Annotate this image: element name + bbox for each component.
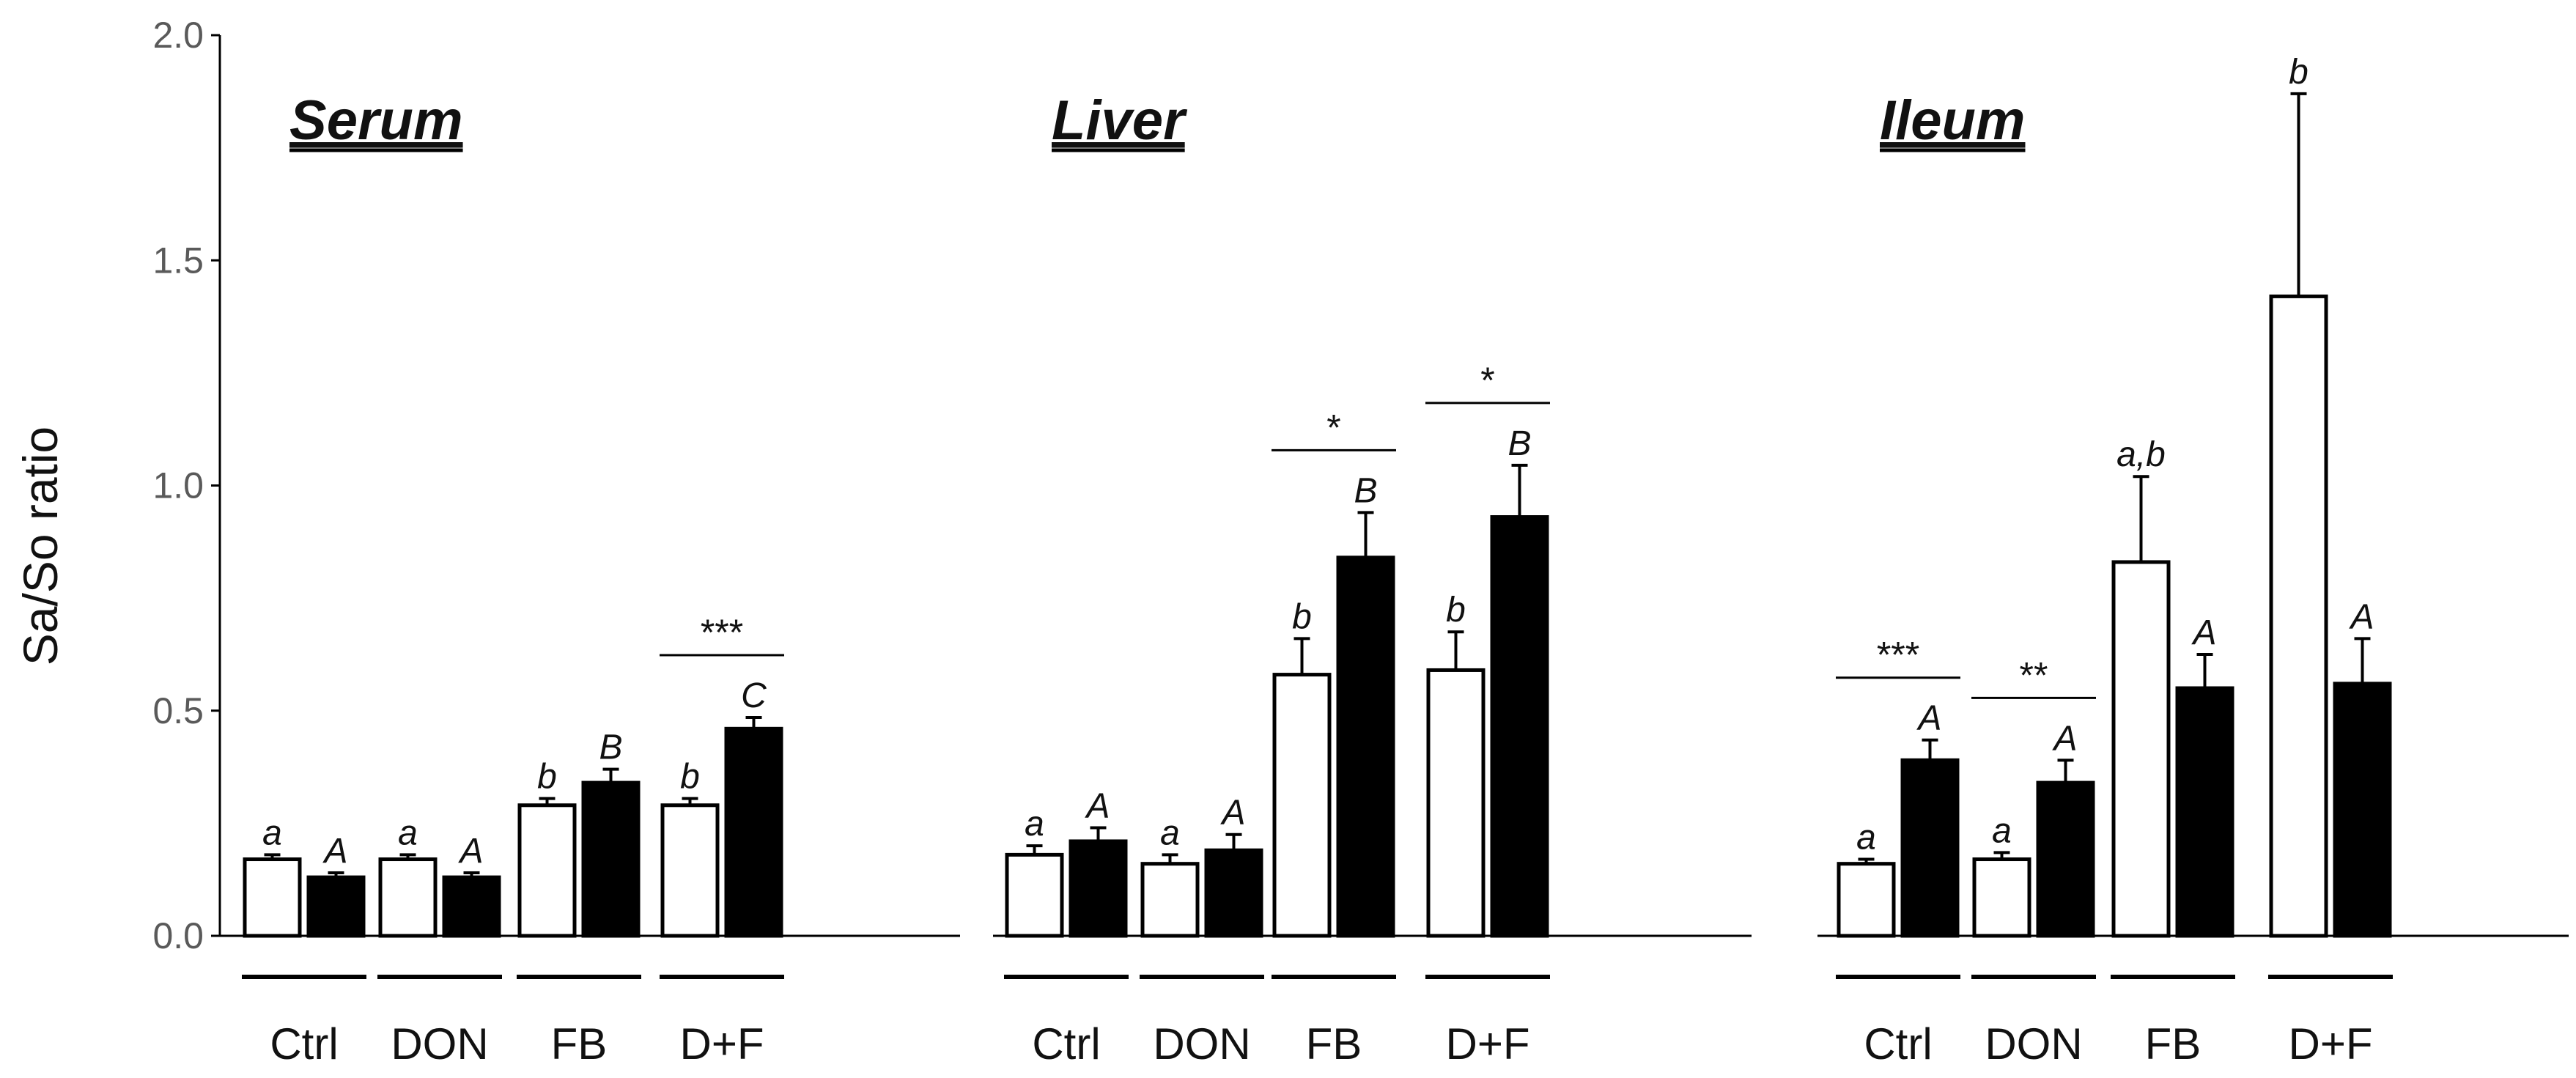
significance-letter: a bbox=[1025, 805, 1044, 843]
significance-letter: b bbox=[537, 758, 557, 797]
significance-letter: a bbox=[398, 813, 418, 852]
group-Ctrl: a A Ctrl bbox=[242, 813, 366, 1068]
x-tick-label: FB bbox=[551, 1019, 608, 1068]
bar-filled bbox=[2036, 780, 2095, 938]
bar-open bbox=[1272, 673, 1332, 938]
x-tick-label: DON bbox=[1985, 1019, 2082, 1068]
significance-stars: * bbox=[1480, 360, 1494, 401]
group-DON: a A** DON bbox=[1971, 654, 2096, 1068]
bar-filled bbox=[1069, 839, 1128, 938]
bar-filled bbox=[2333, 682, 2392, 938]
bar-open bbox=[2269, 294, 2328, 938]
significance-letter: B bbox=[599, 728, 622, 767]
bar-filled bbox=[1900, 758, 1960, 938]
significance-stars: * bbox=[1326, 407, 1340, 448]
bar-open bbox=[1005, 852, 1064, 938]
bar-filled bbox=[1490, 515, 1549, 938]
group-DON: aA DON bbox=[1140, 794, 1264, 1068]
significance-letter: a bbox=[1856, 819, 1876, 857]
significance-letter: A bbox=[322, 832, 347, 871]
bar-open bbox=[517, 803, 577, 938]
significance-letter: A bbox=[2348, 597, 2374, 636]
panel-title: Serum bbox=[289, 89, 463, 152]
bar-filled bbox=[2175, 686, 2234, 938]
y-axis-label: Sa/So ratio bbox=[13, 427, 67, 666]
x-tick-label: D+F bbox=[1445, 1019, 1529, 1068]
significance-letter: b bbox=[1292, 597, 1312, 636]
significance-letter: b bbox=[1446, 591, 1466, 630]
panel-title: Liver bbox=[1052, 89, 1188, 152]
bar-open bbox=[378, 857, 438, 938]
bar-open bbox=[1972, 857, 2031, 938]
group-D+F: b B * D+F bbox=[1425, 360, 1550, 1068]
y-tick-label: 0.0 bbox=[152, 915, 204, 956]
y-tick-label: 1.5 bbox=[152, 240, 204, 281]
bar-filled bbox=[442, 875, 501, 938]
significance-stars: *** bbox=[1877, 635, 1919, 676]
significance-letter: a bbox=[1992, 811, 2012, 850]
x-tick-label: Ctrl bbox=[270, 1019, 338, 1068]
group-Ctrl: a A Ctrl bbox=[1004, 787, 1129, 1068]
significance-letter: a bbox=[262, 813, 282, 852]
bar-filled bbox=[581, 780, 641, 938]
x-tick-label: D+F bbox=[2288, 1019, 2372, 1068]
group-D+F: b A D+F bbox=[2268, 53, 2393, 1068]
x-tick-label: DON bbox=[391, 1019, 488, 1068]
y-tick-label: 2.0 bbox=[152, 15, 204, 56]
significance-letter: a bbox=[1160, 813, 1180, 852]
group-FB: a,b A FB bbox=[2111, 435, 2235, 1068]
significance-letter: b bbox=[680, 758, 700, 797]
group-FB: b B * FB bbox=[1272, 407, 1396, 1068]
significance-letter: B bbox=[1354, 471, 1377, 510]
y-axis: 0.0 0.5 1.0 1.5 2.0 bbox=[152, 15, 221, 956]
significance-letter: A bbox=[1219, 794, 1245, 833]
bar-open bbox=[2111, 560, 2171, 938]
x-tick-label: D+F bbox=[679, 1019, 764, 1068]
significance-letter: A bbox=[1084, 787, 1110, 826]
bar-open bbox=[1140, 862, 1200, 938]
bar-open bbox=[660, 803, 720, 938]
group-FB: b B FB bbox=[517, 728, 641, 1068]
significance-letter: A bbox=[1916, 699, 1941, 738]
bar-open bbox=[1837, 862, 1896, 938]
y-tick-label: 1.0 bbox=[152, 465, 204, 506]
significance-letter: B bbox=[1507, 424, 1531, 463]
significance-letter: A bbox=[2051, 719, 2077, 758]
significance-letter: A bbox=[457, 832, 483, 871]
significance-letter: C bbox=[741, 676, 767, 715]
x-tick-label: Ctrl bbox=[1864, 1019, 1932, 1068]
group-D+F: b C *** D+F bbox=[660, 612, 784, 1068]
bar-filled bbox=[306, 875, 366, 938]
group-Ctrl: a A *** Ctrl bbox=[1836, 635, 1960, 1068]
x-tick-label: DON bbox=[1153, 1019, 1250, 1068]
bar-filled bbox=[1336, 555, 1395, 938]
significance-stars: *** bbox=[701, 612, 743, 653]
x-tick-label: FB bbox=[1306, 1019, 1362, 1068]
bar-open bbox=[243, 857, 302, 938]
significance-letter: b bbox=[2289, 53, 2309, 92]
significance-letter: A bbox=[2191, 613, 2216, 652]
panel-title: Ileum bbox=[1880, 89, 2026, 152]
bar-filled bbox=[724, 726, 783, 938]
significance-letter: a,b bbox=[2116, 435, 2166, 474]
y-tick-label: 0.5 bbox=[152, 690, 204, 731]
bar-filled bbox=[1204, 848, 1263, 938]
bar-open bbox=[1426, 668, 1486, 938]
x-tick-label: FB bbox=[2145, 1019, 2202, 1068]
x-tick-label: Ctrl bbox=[1032, 1019, 1100, 1068]
significance-stars: ** bbox=[2020, 654, 2048, 695]
